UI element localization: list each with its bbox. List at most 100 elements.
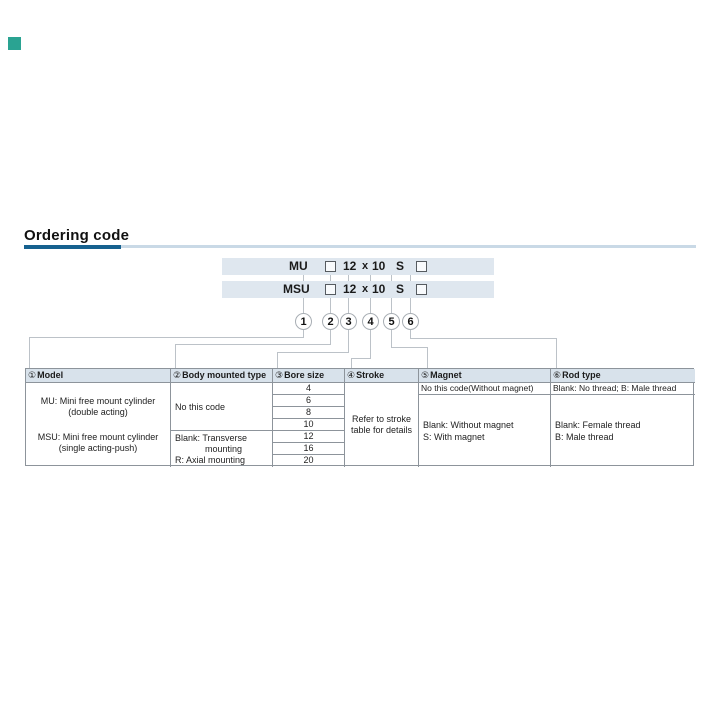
code-magnet: S [396, 259, 405, 273]
code-bore: 12 [343, 282, 357, 296]
connector-2 [175, 344, 331, 345]
body-mounted-row2-cell: Blank: Transverse mounting R: Axial moun… [170, 431, 272, 467]
circled-number-icon: ⑤ [421, 370, 430, 380]
connector-3 [277, 352, 349, 353]
marker-digit: 2 [327, 315, 334, 328]
code-stroke: 10 [372, 259, 386, 273]
connector-2 [175, 344, 176, 368]
bore-size-row: 6 [272, 395, 344, 407]
bore-size-row: 10 [272, 419, 344, 431]
code-model: MSU [283, 282, 310, 296]
bore-size-row: 4 [272, 383, 344, 395]
connector-2 [330, 330, 331, 344]
marker-digit: 4 [367, 315, 374, 328]
header-label: Magnet [430, 370, 462, 380]
bore-size-row: 16 [272, 443, 344, 455]
connector-3 [277, 352, 278, 368]
marker-circle-6: 6 [402, 313, 419, 330]
multiply-sign: x [362, 283, 369, 295]
circled-number-icon: ② [173, 370, 182, 380]
marker-circle-4: 4 [362, 313, 379, 330]
magnet-row1-cell: No this code(Without magnet) [418, 383, 550, 395]
body-mounted-row1-cell: No this code [170, 383, 272, 431]
header-label: Stroke [356, 370, 385, 380]
marker-digit: 3 [345, 315, 352, 328]
body-mounted-row1: No this code [175, 401, 226, 412]
connector-4 [351, 358, 352, 368]
connector-6 [410, 330, 411, 338]
connector-4 [370, 330, 371, 358]
header-label: Body mounted type [182, 370, 267, 380]
code-bar-mu: MU 12 x 10 S [222, 258, 494, 275]
magnet-row2-line1: Blank: Without magnet [423, 420, 514, 430]
connector-3 [348, 330, 349, 352]
section-title: Ordering code [24, 227, 130, 244]
magnet-row2-line2: S: With magnet [423, 432, 485, 442]
header-model: ①Model [26, 369, 170, 383]
header-label: Model [37, 370, 64, 380]
rod-type-row1-cell: Blank: No thread; B: Male thread [550, 383, 695, 395]
model-cell: MU: Mini free mount cylinder (double act… [26, 383, 170, 467]
model-mu-line2: (double acting) [68, 407, 128, 418]
model-msu: MSU: Mini free mount cylinder (single ac… [26, 432, 170, 454]
circled-number-icon: ③ [275, 370, 284, 380]
header-magnet: ⑤Magnet [418, 369, 550, 383]
empty-option-box-icon [325, 261, 336, 272]
rod-type-row2-line1: Blank: Female thread [555, 420, 641, 430]
model-msu-line2: (single acting-push) [58, 442, 138, 453]
code-magnet: S [396, 282, 405, 296]
code-model: MU [289, 259, 308, 273]
header-body-mounted-type: ②Body mounted type [170, 369, 272, 383]
body-mounted-row2-line1: Blank: Transverse [175, 433, 248, 443]
bore-size-row: 20 [272, 455, 344, 467]
circled-number-icon: ① [28, 370, 37, 380]
rod-type-row2-cell: Blank: Female thread B: Male thread [550, 395, 695, 467]
title-underline-light [121, 245, 696, 248]
code-stroke: 10 [372, 282, 386, 296]
connector-5 [427, 347, 428, 368]
connector-4 [351, 358, 371, 359]
marker-circle-1: 1 [295, 313, 312, 330]
circled-number-icon: ④ [347, 370, 356, 380]
connector-5 [391, 347, 428, 348]
stroke-cell: Refer to stroke table for details [344, 383, 418, 467]
model-mu-line1: MU: Mini free mount cylinder [40, 396, 156, 407]
marker-circle-2: 2 [322, 313, 339, 330]
stroke-line1: Refer to stroke [351, 414, 412, 424]
header-bore-size: ③Bore size [272, 369, 344, 383]
stroke-line2: table for details [350, 425, 413, 435]
connector-1 [29, 337, 30, 368]
connector-6 [556, 338, 557, 368]
model-msu-line1: MSU: Mini free mount cylinder [37, 431, 159, 442]
corner-mark [8, 37, 21, 50]
magnet-row2-cell: Blank: Without magnet S: With magnet [418, 395, 550, 467]
circled-number-icon: ⑥ [553, 370, 562, 380]
connector-1 [29, 337, 304, 338]
body-mounted-row2-line3: R: Axial mounting [175, 455, 246, 465]
header-label: Bore size [284, 370, 325, 380]
header-stroke: ④Stroke [344, 369, 418, 383]
connector-5 [391, 330, 392, 347]
marker-circle-3: 3 [340, 313, 357, 330]
empty-option-box-icon [325, 284, 336, 295]
header-rod-type: ⑥Rod type [550, 369, 695, 383]
code-bar-msu: MSU 12 x 10 S [222, 281, 494, 298]
code-bore: 12 [343, 259, 357, 273]
marker-digit: 1 [300, 315, 307, 328]
marker-digit: 6 [407, 315, 414, 328]
ordering-code-table: ①Model ②Body mounted type ③Bore size ④St… [25, 368, 695, 467]
multiply-sign: x [362, 260, 369, 272]
connector-6 [410, 338, 557, 339]
body-mounted-row2-line2: mounting [204, 444, 243, 454]
empty-option-box-icon [416, 261, 427, 272]
bore-size-row: 8 [272, 407, 344, 419]
empty-option-box-icon [416, 284, 427, 295]
bore-size-row: 12 [272, 431, 344, 443]
connector-1 [303, 330, 304, 337]
marker-circle-5: 5 [383, 313, 400, 330]
marker-digit: 5 [388, 315, 395, 328]
header-label: Rod type [562, 370, 601, 380]
title-underline-dark [24, 245, 121, 249]
rod-type-row2-line2: B: Male thread [555, 432, 614, 442]
